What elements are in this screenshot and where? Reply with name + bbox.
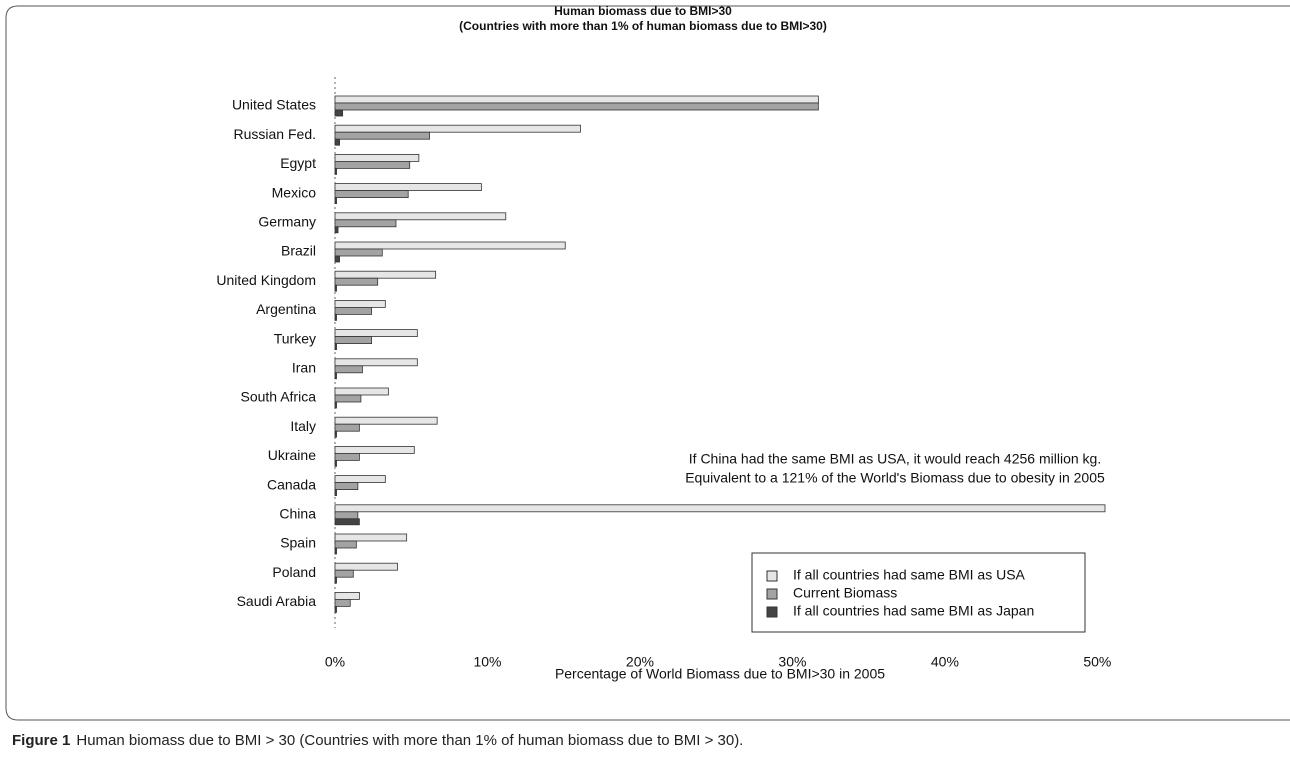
y-tick-label: South Africa [241, 389, 317, 405]
bar [334, 576, 337, 584]
chart-title: Human biomass due to BMI>30 [554, 4, 732, 18]
bar [334, 183, 482, 192]
bar [334, 482, 359, 491]
bar [334, 241, 566, 250]
bar [334, 606, 337, 613]
x-tick-label: 50% [1083, 654, 1111, 670]
x-tick-label: 40% [931, 654, 959, 670]
legend-label: If all countries had same BMI as USA [793, 567, 1026, 583]
bar [334, 248, 383, 257]
y-tick-label: Mexico [272, 184, 317, 200]
legend-swatch [766, 606, 778, 618]
bar [334, 504, 1106, 513]
bar [334, 343, 337, 351]
bar [334, 226, 339, 234]
x-tick-label: 30% [778, 654, 806, 670]
bar [334, 394, 362, 403]
bar [334, 219, 397, 228]
bar [334, 255, 340, 263]
bar [334, 102, 819, 111]
y-tick-label: Ukraine [268, 447, 316, 463]
bar [334, 423, 360, 432]
legend-swatch [766, 570, 778, 582]
y-tick-label: United Kingdom [216, 272, 316, 288]
bar [334, 95, 819, 104]
bar [334, 336, 372, 345]
bar [334, 489, 337, 497]
y-tick-label: Italy [290, 418, 316, 434]
chart-subtitle: (Countries with more than 1% of human bi… [459, 19, 827, 33]
y-tick-label: Russian Fed. [234, 126, 316, 142]
bar [334, 306, 372, 315]
bar [334, 416, 438, 425]
caption-text: Human biomass due to BMI > 30 (Countries… [76, 732, 743, 749]
bar [334, 401, 337, 409]
figure-frame [5, 5, 1290, 721]
bar [334, 569, 354, 578]
bar [334, 270, 437, 279]
y-tick-label: Iran [292, 360, 316, 376]
bar [334, 445, 415, 454]
bar [334, 475, 386, 484]
y-tick-label: Turkey [274, 330, 316, 346]
bar [334, 299, 386, 308]
bar [334, 511, 359, 520]
y-tick-label: Brazil [281, 243, 316, 259]
bar [334, 313, 337, 321]
bar [334, 138, 340, 146]
bar [334, 153, 420, 162]
y-tick-label: Germany [258, 214, 316, 230]
x-axis-label: Percentage of World Biomass due to BMI>3… [555, 666, 885, 682]
legend-label: Current Biomass [793, 585, 897, 601]
bar [334, 329, 418, 338]
y-tick-label: Poland [272, 564, 316, 580]
bar [334, 277, 379, 286]
x-tick-label: 10% [473, 654, 501, 670]
bar [334, 547, 337, 555]
bar [334, 365, 363, 374]
bar [334, 124, 581, 133]
x-tick-label: 20% [626, 654, 654, 670]
legend-label: If all countries had same BMI as Japan [793, 603, 1034, 619]
bar [334, 372, 337, 380]
legend-box [751, 552, 1086, 633]
caption-label: Figure 1 [12, 732, 70, 749]
bar [334, 284, 337, 292]
annotation: If China had the same BMI as USA, it wou… [689, 451, 1101, 467]
annotation: Equivalent to a 121% of the World's Biom… [685, 470, 1105, 486]
bar [334, 540, 357, 549]
bar [334, 190, 409, 199]
bar [334, 518, 360, 526]
y-tick-label: Canada [267, 476, 316, 492]
bar [334, 160, 411, 169]
y-tick-label: China [279, 506, 316, 522]
bar [334, 197, 337, 205]
bar [334, 533, 408, 542]
bar [334, 562, 398, 571]
bar [334, 452, 360, 461]
x-tick-label: 0% [325, 654, 345, 670]
bar [334, 109, 344, 117]
y-tick-label: United States [232, 97, 316, 113]
bar [334, 358, 418, 367]
bar [334, 212, 507, 221]
legend-swatch [766, 588, 778, 600]
bar [334, 592, 360, 600]
y-tick-label: Saudi Arabia [237, 593, 317, 609]
bar [334, 599, 351, 607]
bar [334, 167, 337, 175]
y-tick-label: Argentina [256, 301, 316, 317]
bar [334, 459, 337, 467]
y-tick-label: Egypt [280, 155, 316, 171]
bar [334, 430, 337, 438]
bar [334, 131, 430, 140]
bar [334, 387, 389, 396]
caption: Figure 1 Human biomass due to BMI > 30 (C… [12, 732, 743, 749]
y-tick-label: Spain [280, 535, 316, 551]
